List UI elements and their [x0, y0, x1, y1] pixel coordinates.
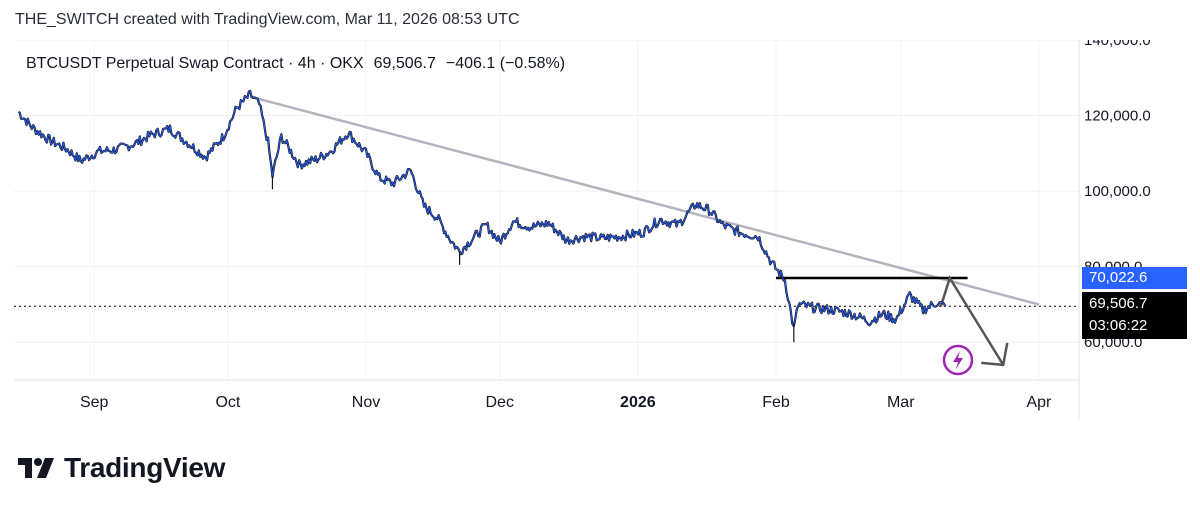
- price-series: [18, 90, 946, 327]
- annotations: [14, 95, 1079, 367]
- price-level-label: 70,022.6: [1089, 269, 1148, 286]
- x-tick-label: Oct: [215, 394, 240, 411]
- countdown-label: 03:06:22: [1089, 317, 1148, 334]
- series: [17, 89, 947, 343]
- lightning-bolt-icon[interactable]: [942, 344, 974, 376]
- arrow-head: [981, 342, 1009, 367]
- x-tick-label: Dec: [485, 394, 513, 411]
- price-chart[interactable]: 140,000.0120,000.0100,000.080,000.060,00…: [14, 40, 1186, 420]
- brand-name: TradingView: [64, 452, 226, 483]
- y-tick-label: 140,000.0: [1084, 40, 1151, 49]
- price-series-shadow: [17, 89, 947, 328]
- title-text: BTCUSDT Perpetual Swap Contract · 4h · O…: [26, 55, 364, 72]
- y-tick-label: 100,000.0: [1084, 183, 1151, 200]
- chart-panel[interactable]: 140,000.0120,000.0100,000.080,000.060,00…: [14, 40, 1186, 420]
- chart-title: BTCUSDT Perpetual Swap Contract · 4h · O…: [26, 55, 565, 72]
- chart-caption: THE_SWITCH created with TradingView.com,…: [15, 11, 520, 28]
- x-tick-label: 2026: [620, 394, 656, 411]
- x-tick-label: Feb: [762, 394, 790, 411]
- change-text: −406.1 (−0.58%): [446, 55, 565, 72]
- last-price-tag: 69,506.7 03:06:22: [1082, 292, 1187, 339]
- last-price-text: 69,506.7: [374, 55, 436, 72]
- x-tick-label: Nov: [352, 394, 380, 411]
- x-tick-label: Sep: [80, 394, 109, 411]
- last-price-label: 69,506.7: [1089, 295, 1148, 312]
- x-tick-label: Apr: [1026, 394, 1052, 411]
- x-tick-label: Mar: [887, 394, 915, 411]
- tradingview-logo[interactable]: TradingView: [18, 448, 225, 488]
- projection-arrow: [939, 275, 1005, 366]
- price-level-tag: 70,022.6: [1082, 267, 1187, 289]
- x-axis: Sep Oct Nov Dec 2026 Feb Mar Apr: [80, 394, 1052, 411]
- trendline: [249, 95, 1040, 306]
- tradingview-logo-icon: [18, 458, 54, 478]
- y-tick-label: 120,000.0: [1084, 108, 1151, 125]
- grid: [14, 40, 1080, 420]
